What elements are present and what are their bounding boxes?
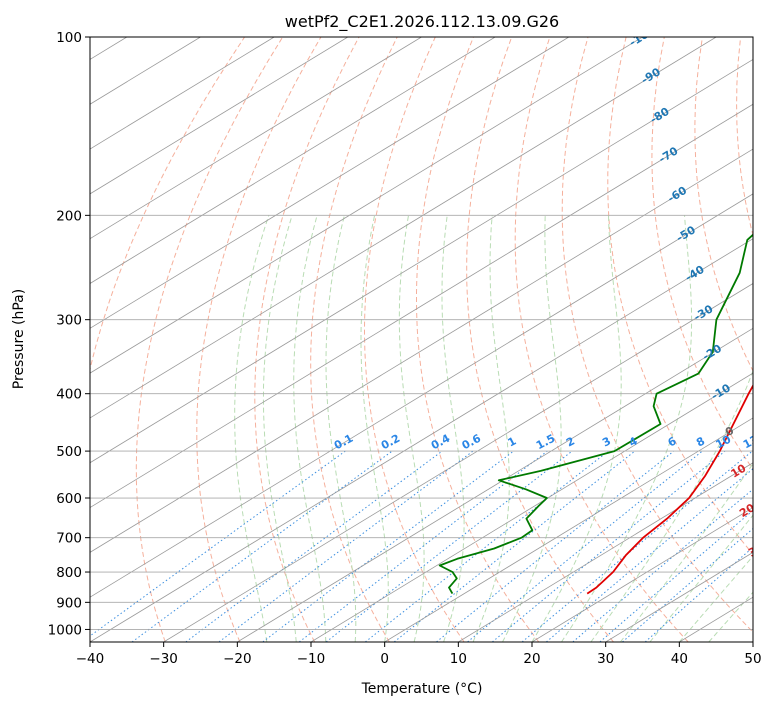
dry-adiabat-line — [694, 37, 753, 372]
y-tick-label: 1000 — [48, 622, 82, 638]
isotherm-line — [90, 58, 753, 464]
moist-adiabat-line — [561, 215, 693, 642]
dry-adiabat-line — [310, 37, 398, 642]
x-tick-label: 30 — [597, 651, 614, 667]
moist-adiabat-line — [234, 215, 270, 642]
moist-adiabat-line — [502, 215, 562, 642]
isotherm-label: 30 — [746, 540, 766, 559]
mixing-ratio-line — [325, 450, 573, 642]
temperature-line — [586, 383, 753, 595]
isotherm-line — [310, 372, 753, 642]
x-tick-label: −20 — [223, 651, 252, 667]
isotherm-line — [90, 37, 349, 195]
isotherm-line — [90, 37, 570, 329]
isotherm-line — [90, 37, 422, 240]
y-tick-label: 600 — [56, 491, 82, 507]
y-axis-label: Pressure (hPa) — [11, 289, 27, 389]
mixing-ratio-line — [393, 450, 636, 642]
isotherm-line — [237, 327, 753, 642]
moist-adiabat-line — [441, 215, 465, 642]
isotherm-line — [90, 103, 753, 509]
y-tick-label: 700 — [56, 531, 82, 547]
isotherms — [90, 37, 753, 642]
isotherm-line — [90, 37, 643, 374]
moist-adiabat-line — [262, 215, 297, 642]
isotherm-line — [384, 417, 753, 642]
chart-title: wetPf2_C2E1.2026.112.13.09.G26 — [285, 12, 559, 32]
dry-adiabat-line — [651, 37, 753, 471]
moist-adiabat-line — [472, 215, 510, 642]
x-tick-label: 40 — [671, 651, 688, 667]
isotherm-line — [458, 462, 753, 642]
moist-adiabat-line — [531, 215, 622, 642]
mixing-ratio-label: 10 — [714, 433, 734, 452]
isotherm-label: 20 — [737, 501, 757, 520]
mixing-ratio-line — [545, 468, 753, 642]
y-tick-label: 900 — [56, 595, 82, 611]
y-tick-label: 500 — [56, 444, 82, 460]
moist-adiabat-line — [360, 215, 389, 642]
isotherm-line — [90, 193, 753, 598]
isotherm-line — [90, 37, 717, 419]
dry-adiabat-line — [135, 37, 284, 642]
x-tick-label: 20 — [523, 651, 540, 667]
axis-ticks: −40 −30 −20 −10 0 10 20 30 40 50 100 200 300 400 500 60… — [48, 30, 762, 667]
mixing-ratio-lines — [90, 450, 753, 642]
moist-adiabat-line — [649, 514, 753, 642]
mixing-ratio-line — [436, 450, 675, 642]
mixing-ratio-line — [491, 450, 726, 642]
y-tick-label: 200 — [56, 208, 82, 224]
moist-adiabat-line — [708, 591, 753, 642]
moist-adiabat-line — [325, 215, 357, 642]
isotherm-line — [90, 238, 753, 642]
mixing-ratio-line — [467, 450, 703, 642]
x-tick-label: 0 — [380, 651, 389, 667]
isotherm-line — [90, 37, 275, 150]
x-tick-label: 50 — [744, 651, 761, 667]
isotherm-line — [90, 37, 496, 284]
y-tick-label: 100 — [56, 30, 82, 46]
dry-adiabat-line — [364, 37, 465, 642]
moist-adiabat-line — [678, 555, 753, 642]
dry-adiabat-line — [254, 37, 360, 642]
x-tick-label: −10 — [297, 651, 326, 667]
y-tick-label: 800 — [56, 565, 82, 581]
isotherm-line — [531, 507, 753, 642]
x-tick-label: −30 — [149, 651, 178, 667]
dry-adiabat-line — [416, 37, 540, 642]
mixing-ratio-line — [90, 450, 346, 637]
y-tick-label: 400 — [56, 387, 82, 403]
x-tick-label: 10 — [450, 651, 467, 667]
isotherm-line — [90, 148, 753, 553]
x-tick-label: −40 — [76, 651, 105, 667]
mixing-ratio-line — [218, 450, 474, 642]
plot-frame — [89, 36, 754, 643]
dewpoint-line — [438, 233, 753, 595]
dry-adiabat-line — [196, 37, 322, 642]
mixing-ratio-line — [521, 450, 753, 642]
mixing-ratio-label: 13 — [741, 433, 761, 452]
sounding-traces — [438, 233, 753, 595]
x-axis-label: Temperature (°C) — [361, 681, 483, 697]
dry-adiabats — [90, 37, 753, 642]
mixing-ratio-line — [572, 488, 753, 642]
dry-adiabat-line — [466, 37, 614, 642]
mixing-ratio-line — [262, 450, 514, 642]
moist-adiabat-line — [398, 215, 425, 642]
dry-adiabat-line — [561, 37, 753, 633]
moist-adiabat-line — [293, 215, 327, 642]
isotherm-line — [163, 283, 753, 642]
y-tick-label: 300 — [56, 313, 82, 329]
